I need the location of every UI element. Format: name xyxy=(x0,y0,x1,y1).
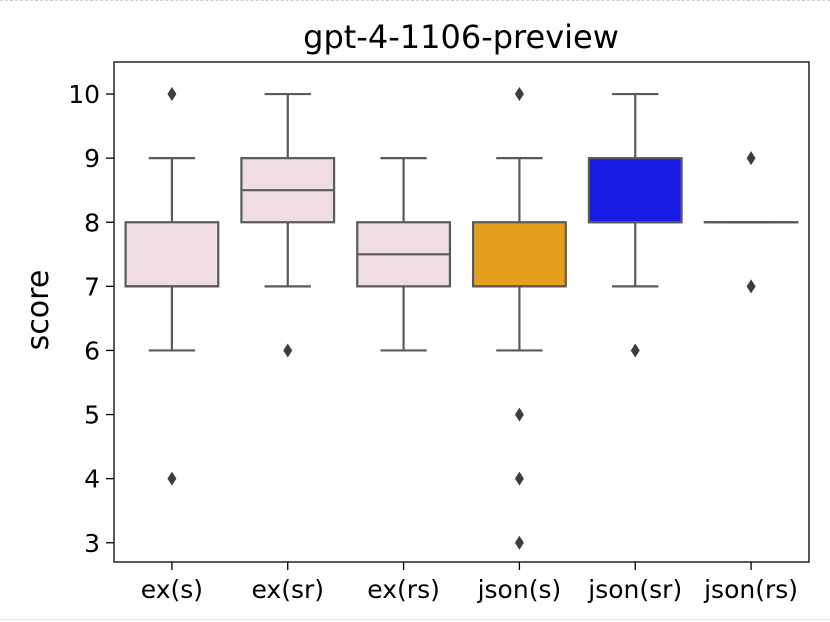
box-json-sr xyxy=(587,92,683,358)
outlier-point xyxy=(746,279,756,294)
box-json-s xyxy=(471,87,567,550)
box-body xyxy=(124,221,220,288)
outlier-point xyxy=(630,343,640,358)
y-tick-label: 5 xyxy=(84,401,100,430)
box-ex-rs xyxy=(356,157,452,352)
outlier-point xyxy=(514,87,524,102)
box-body xyxy=(471,221,567,288)
box-ex-s xyxy=(124,87,220,486)
x-tick-label: json(s) xyxy=(477,575,562,604)
box-json-rs xyxy=(703,151,799,294)
top-border xyxy=(0,0,830,1)
box-series xyxy=(124,87,799,550)
y-axis: 3 4 5 6 7 8 9 10 xyxy=(68,80,114,558)
outlier-point xyxy=(167,87,177,102)
box-ex-sr xyxy=(240,92,336,358)
outlier-point xyxy=(167,471,177,486)
x-tick-label: ex(sr) xyxy=(251,575,324,604)
outlier-point xyxy=(514,535,524,550)
plot-frame xyxy=(113,61,810,563)
y-tick-label: 7 xyxy=(84,272,100,301)
outlier-point xyxy=(514,471,524,486)
x-tick-label: json(rs) xyxy=(703,575,798,604)
x-tick-label: ex(rs) xyxy=(367,575,440,604)
x-tick-label: ex(s) xyxy=(141,575,203,604)
x-axis: ex(s) ex(sr) ex(rs) json(s) json(sr) json(rs) xyxy=(141,562,798,604)
x-tick-label: json(sr) xyxy=(587,575,682,604)
y-tick-label: 4 xyxy=(84,465,100,494)
box-body xyxy=(587,157,683,224)
outlier-point xyxy=(514,407,524,422)
y-tick-label: 3 xyxy=(84,529,100,558)
outlier-point xyxy=(283,343,293,358)
chart-title: gpt-4-1106-preview xyxy=(303,18,619,56)
y-tick-label: 10 xyxy=(68,80,100,109)
y-axis-label: score xyxy=(21,270,56,351)
y-tick-label: 6 xyxy=(84,336,100,365)
outlier-point xyxy=(746,151,756,166)
y-tick-label: 9 xyxy=(84,144,100,173)
bottom-border xyxy=(0,619,830,620)
y-tick-label: 8 xyxy=(84,208,100,237)
